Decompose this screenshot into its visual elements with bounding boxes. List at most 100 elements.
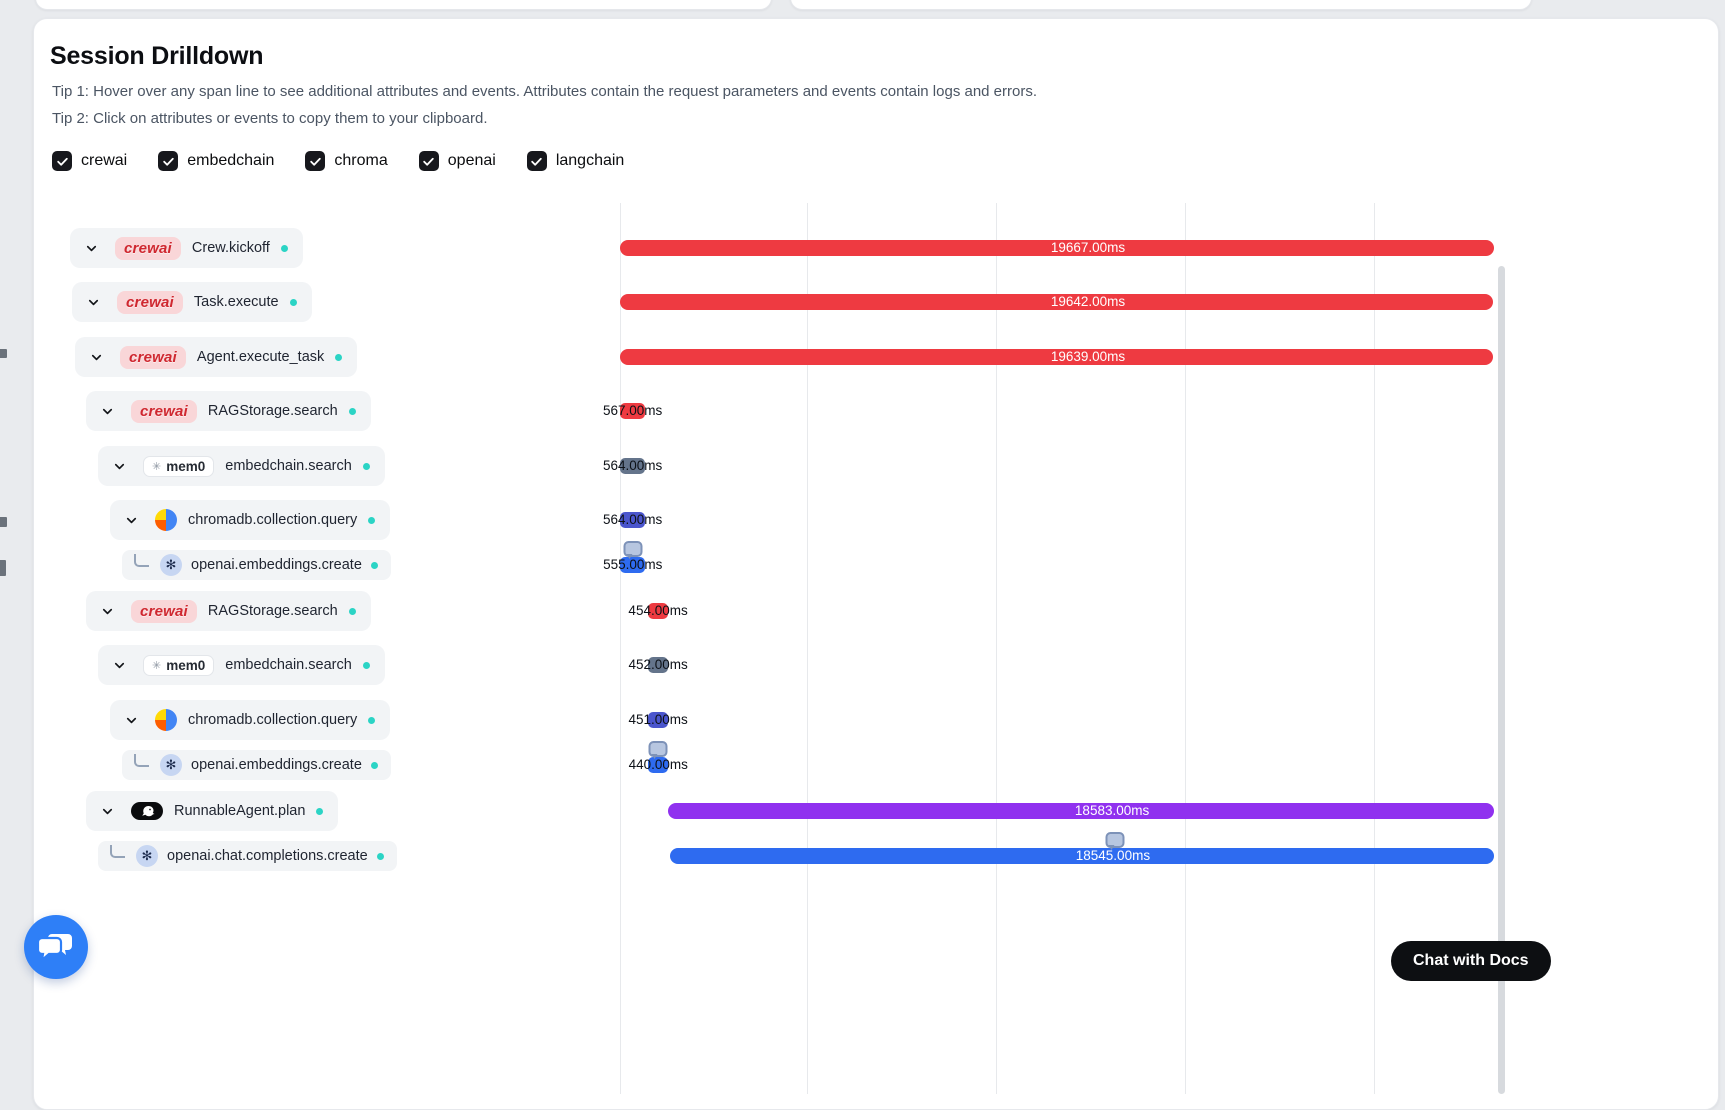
tip-1: Tip 1: Hover over any span line to see a… bbox=[52, 83, 1038, 100]
filter-chroma[interactable]: chroma bbox=[305, 151, 388, 171]
clipped-edge-content bbox=[0, 517, 7, 527]
span-row[interactable]: ✳ mem0 embedchain.search bbox=[98, 645, 385, 685]
span-bar[interactable] bbox=[668, 803, 1494, 819]
checkbox-checked-icon[interactable] bbox=[158, 151, 179, 171]
span-name: RAGStorage.search bbox=[207, 603, 338, 619]
span-name: embedchain.search bbox=[225, 657, 352, 673]
chat-with-docs-button[interactable]: Chat with Docs bbox=[1391, 941, 1551, 981]
filter-langchain[interactable]: langchain bbox=[526, 151, 625, 171]
span-bar[interactable] bbox=[647, 603, 669, 619]
chevron-down-icon[interactable] bbox=[94, 798, 120, 824]
crewai-logo: crewai bbox=[131, 399, 197, 423]
mem0-logo: ✳ mem0 bbox=[143, 654, 215, 676]
span-row[interactable]: chromadb.collection.query bbox=[110, 700, 391, 740]
filter-label: chroma bbox=[334, 152, 388, 169]
span-bar[interactable] bbox=[620, 240, 1494, 256]
span-row[interactable]: crewai Task.execute bbox=[72, 282, 312, 322]
span-name: openai.embeddings.create bbox=[191, 557, 362, 573]
tree-connector-icon bbox=[134, 753, 149, 767]
mem0-logo-text: mem0 bbox=[166, 458, 206, 474]
chevron-down-icon[interactable] bbox=[94, 598, 120, 624]
checkbox-checked-icon[interactable] bbox=[305, 151, 326, 171]
mem0-flower-icon: ✳ bbox=[152, 659, 162, 672]
crewai-logo: crewai bbox=[115, 236, 181, 260]
openai-logo: ✻ bbox=[160, 554, 182, 576]
checkbox-checked-icon[interactable] bbox=[526, 151, 547, 171]
span-row[interactable]: chromadb.collection.query bbox=[110, 500, 391, 540]
chevron-down-icon[interactable] bbox=[78, 235, 104, 261]
event-bubble-icon[interactable] bbox=[648, 741, 668, 759]
span-row[interactable]: crewai RAGStorage.search bbox=[86, 591, 371, 631]
span-bar[interactable] bbox=[620, 458, 646, 474]
crewai-logo: crewai bbox=[131, 599, 197, 623]
status-dot bbox=[348, 407, 356, 415]
status-dot bbox=[289, 298, 297, 306]
filter-bar: crewai embedchain chroma openai langchain bbox=[52, 151, 624, 171]
span-name: chromadb.collection.query bbox=[188, 712, 358, 728]
scrollbar[interactable] bbox=[1498, 266, 1505, 1094]
span-bar[interactable] bbox=[620, 403, 646, 419]
chevron-down-icon[interactable] bbox=[106, 652, 132, 678]
span-row[interactable]: ✻ openai.chat.completions.create bbox=[98, 841, 397, 871]
chroma-logo bbox=[155, 509, 177, 531]
gridline bbox=[807, 203, 808, 1094]
tree-connector-icon bbox=[110, 844, 125, 858]
filter-label: langchain bbox=[555, 152, 625, 169]
status-dot bbox=[376, 852, 384, 860]
chevron-down-icon[interactable] bbox=[83, 344, 109, 370]
status-dot bbox=[368, 716, 376, 724]
chevron-down-icon[interactable] bbox=[106, 453, 132, 479]
span-row[interactable]: ✻ openai.embeddings.create bbox=[122, 550, 391, 580]
span-bar[interactable] bbox=[620, 512, 646, 528]
chat-widget-button[interactable] bbox=[24, 915, 88, 979]
span-name: RunnableAgent.plan bbox=[174, 803, 306, 819]
tip-2: Tip 2: Click on attributes or events to … bbox=[52, 110, 488, 127]
filter-crewai[interactable]: crewai bbox=[52, 151, 127, 171]
status-dot bbox=[316, 807, 324, 815]
span-name: chromadb.collection.query bbox=[188, 512, 358, 528]
span-bar[interactable] bbox=[648, 757, 669, 773]
span-bar[interactable] bbox=[648, 712, 669, 728]
langchain-logo bbox=[131, 802, 163, 820]
span-name: openai.embeddings.create bbox=[191, 757, 362, 773]
filter-label: embedchain bbox=[187, 152, 275, 169]
filter-embedchain[interactable]: embedchain bbox=[158, 151, 274, 171]
event-bubble-icon[interactable] bbox=[623, 541, 643, 559]
chevron-down-icon[interactable] bbox=[118, 707, 144, 733]
status-dot bbox=[370, 561, 378, 569]
span-row[interactable]: crewai RAGStorage.search bbox=[86, 391, 371, 431]
gridline bbox=[1185, 203, 1186, 1094]
clipped-edge-content bbox=[0, 560, 6, 576]
span-row[interactable]: ✻ openai.embeddings.create bbox=[122, 750, 391, 780]
span-bar[interactable] bbox=[669, 848, 1494, 864]
span-name: Agent.execute_task bbox=[196, 349, 325, 365]
span-name: embedchain.search bbox=[225, 458, 352, 474]
span-bar[interactable] bbox=[620, 557, 646, 573]
event-bubble-icon[interactable] bbox=[1105, 832, 1125, 850]
status-dot bbox=[362, 661, 370, 669]
checkbox-checked-icon[interactable] bbox=[52, 151, 72, 171]
checkbox-checked-icon[interactable] bbox=[418, 151, 439, 171]
span-row[interactable]: ✳ mem0 embedchain.search bbox=[98, 446, 385, 486]
mem0-logo: ✳ mem0 bbox=[143, 455, 215, 477]
openai-logo: ✻ bbox=[160, 754, 182, 776]
span-row[interactable]: crewai Agent.execute_task bbox=[75, 337, 358, 377]
span-bar[interactable] bbox=[648, 657, 669, 673]
page-title: Session Drilldown bbox=[50, 42, 264, 70]
span-bar[interactable] bbox=[620, 294, 1493, 310]
span-bar[interactable] bbox=[620, 349, 1493, 365]
chevron-down-icon[interactable] bbox=[94, 398, 120, 424]
chevron-down-icon[interactable] bbox=[118, 507, 144, 533]
filter-openai[interactable]: openai bbox=[418, 151, 496, 171]
status-dot bbox=[280, 244, 288, 252]
status-dot bbox=[362, 462, 370, 470]
chevron-down-icon[interactable] bbox=[80, 289, 106, 315]
chat-bubbles-icon bbox=[38, 932, 74, 962]
span-row[interactable]: RunnableAgent.plan bbox=[86, 791, 339, 831]
span-row[interactable]: crewai Crew.kickoff bbox=[70, 228, 303, 268]
span-name: RAGStorage.search bbox=[207, 403, 338, 419]
status-dot bbox=[370, 761, 378, 769]
status-dot bbox=[368, 516, 376, 524]
tree-connector-icon bbox=[134, 553, 149, 567]
